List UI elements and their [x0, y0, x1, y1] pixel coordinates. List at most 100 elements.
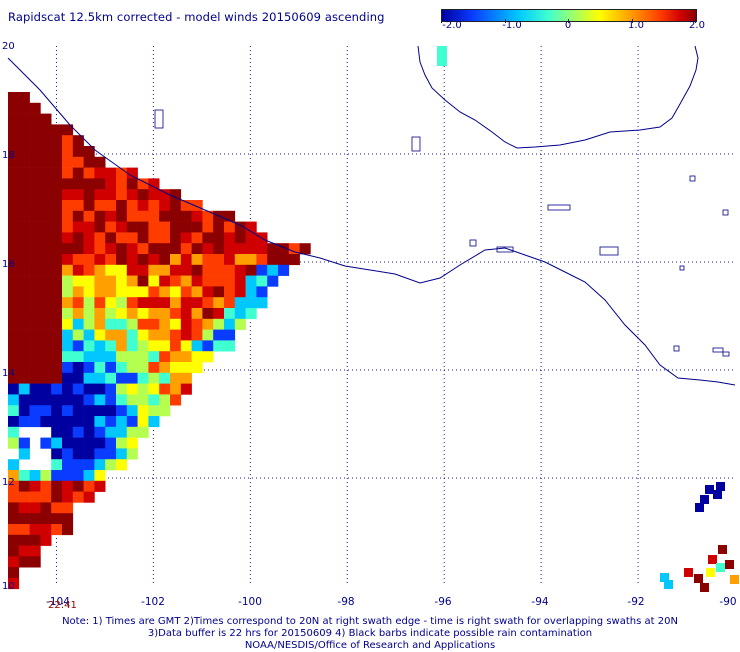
swath-cell [116, 318, 128, 330]
swath-cell [105, 200, 117, 212]
swath-cell [213, 340, 225, 352]
swath-cell [18, 124, 30, 136]
swath-cell [148, 178, 160, 190]
swath-cell [62, 275, 74, 287]
swath-cell [51, 524, 63, 536]
swath-cell [705, 485, 714, 494]
swath-cell [234, 275, 246, 287]
swath-cell [40, 362, 52, 374]
swath-cell [29, 243, 41, 255]
swath-cell [148, 297, 160, 309]
swath-cell [159, 372, 171, 384]
swath-cell [126, 383, 138, 395]
swath-cell [72, 178, 84, 190]
swath-cell [105, 254, 117, 266]
swath-cell [213, 329, 225, 341]
swath-cell [62, 286, 74, 298]
swath-cell [126, 210, 138, 222]
swath-cell [116, 362, 128, 374]
swath-cell [18, 329, 30, 341]
swath-cell [62, 200, 74, 212]
swath-cell [116, 297, 128, 309]
colorbar-label: 2.0 [689, 20, 705, 31]
swath-cell [40, 502, 52, 514]
lat-label: 14 [2, 368, 15, 379]
lat-label: 20 [2, 41, 15, 52]
swath-cell [116, 340, 128, 352]
swath-cell [8, 372, 20, 384]
swath-cell [126, 416, 138, 428]
swath-cell [191, 351, 203, 363]
swath-cell [51, 156, 63, 168]
swath-cell [72, 200, 84, 212]
swath-cell [40, 178, 52, 190]
swath-cell [62, 210, 74, 222]
swath-cell [51, 243, 63, 255]
swath-cell [191, 308, 203, 320]
swath-cell [245, 232, 257, 244]
swath-cell [105, 318, 117, 330]
swath-cell [126, 362, 138, 374]
swath-cell [94, 383, 106, 395]
swath-cell [105, 416, 117, 428]
swath-cell [213, 221, 225, 233]
swath-cell [62, 383, 74, 395]
swath-cell [62, 318, 74, 330]
swath-cell [8, 146, 20, 158]
swath-cell [94, 167, 106, 179]
swath-cell [18, 308, 30, 320]
swath-cell [72, 372, 84, 384]
swath-cell [29, 275, 41, 287]
swath-cell [170, 232, 182, 244]
swath-cell [62, 416, 74, 428]
swath-cell [148, 264, 160, 276]
swath-cell [18, 189, 30, 201]
swath-cell [224, 308, 236, 320]
swath-cell [8, 534, 20, 546]
swath-cell [8, 416, 20, 428]
swath-cell [94, 362, 106, 374]
swath-cell [256, 254, 268, 266]
swath-cell [62, 351, 74, 363]
swath-cell [708, 555, 717, 564]
swath-cell [202, 318, 214, 330]
swath-cell [51, 275, 63, 287]
swath-cell [62, 491, 74, 503]
swath-cell [116, 405, 128, 417]
swath-cell [29, 318, 41, 330]
swath-cell [51, 383, 63, 395]
swath-cell [126, 200, 138, 212]
swath-cell [62, 156, 74, 168]
swath-cell [202, 210, 214, 222]
swath-cell [40, 524, 52, 536]
swath-cell [29, 113, 41, 125]
swath-cell [83, 416, 95, 428]
swath-cell [684, 568, 693, 577]
swath-cell [83, 394, 95, 406]
swath-cell [18, 167, 30, 179]
swath-cell [40, 513, 52, 525]
swath-cell [94, 178, 106, 190]
colorbar-tick-mark [568, 19, 569, 23]
swath-cell [137, 383, 149, 395]
swath-cell [18, 340, 30, 352]
swath-cell [40, 329, 52, 341]
swath-cell [94, 221, 106, 233]
swath-cell [18, 178, 30, 190]
swath-cell [62, 254, 74, 266]
swath-cell [83, 470, 95, 482]
swath-cell [72, 156, 84, 168]
swath-cell [437, 46, 447, 66]
swath-cell [105, 297, 117, 309]
swath-cell [234, 286, 246, 298]
swath-cell [105, 405, 117, 417]
swath-cell [40, 286, 52, 298]
swath-cell [191, 362, 203, 374]
swath-cell [40, 480, 52, 492]
swath-cell [180, 318, 192, 330]
swath-cell [148, 286, 160, 298]
swath-cell [94, 189, 106, 201]
swath-cell [40, 113, 52, 125]
swath-cell [51, 146, 63, 158]
swath-cell [170, 351, 182, 363]
